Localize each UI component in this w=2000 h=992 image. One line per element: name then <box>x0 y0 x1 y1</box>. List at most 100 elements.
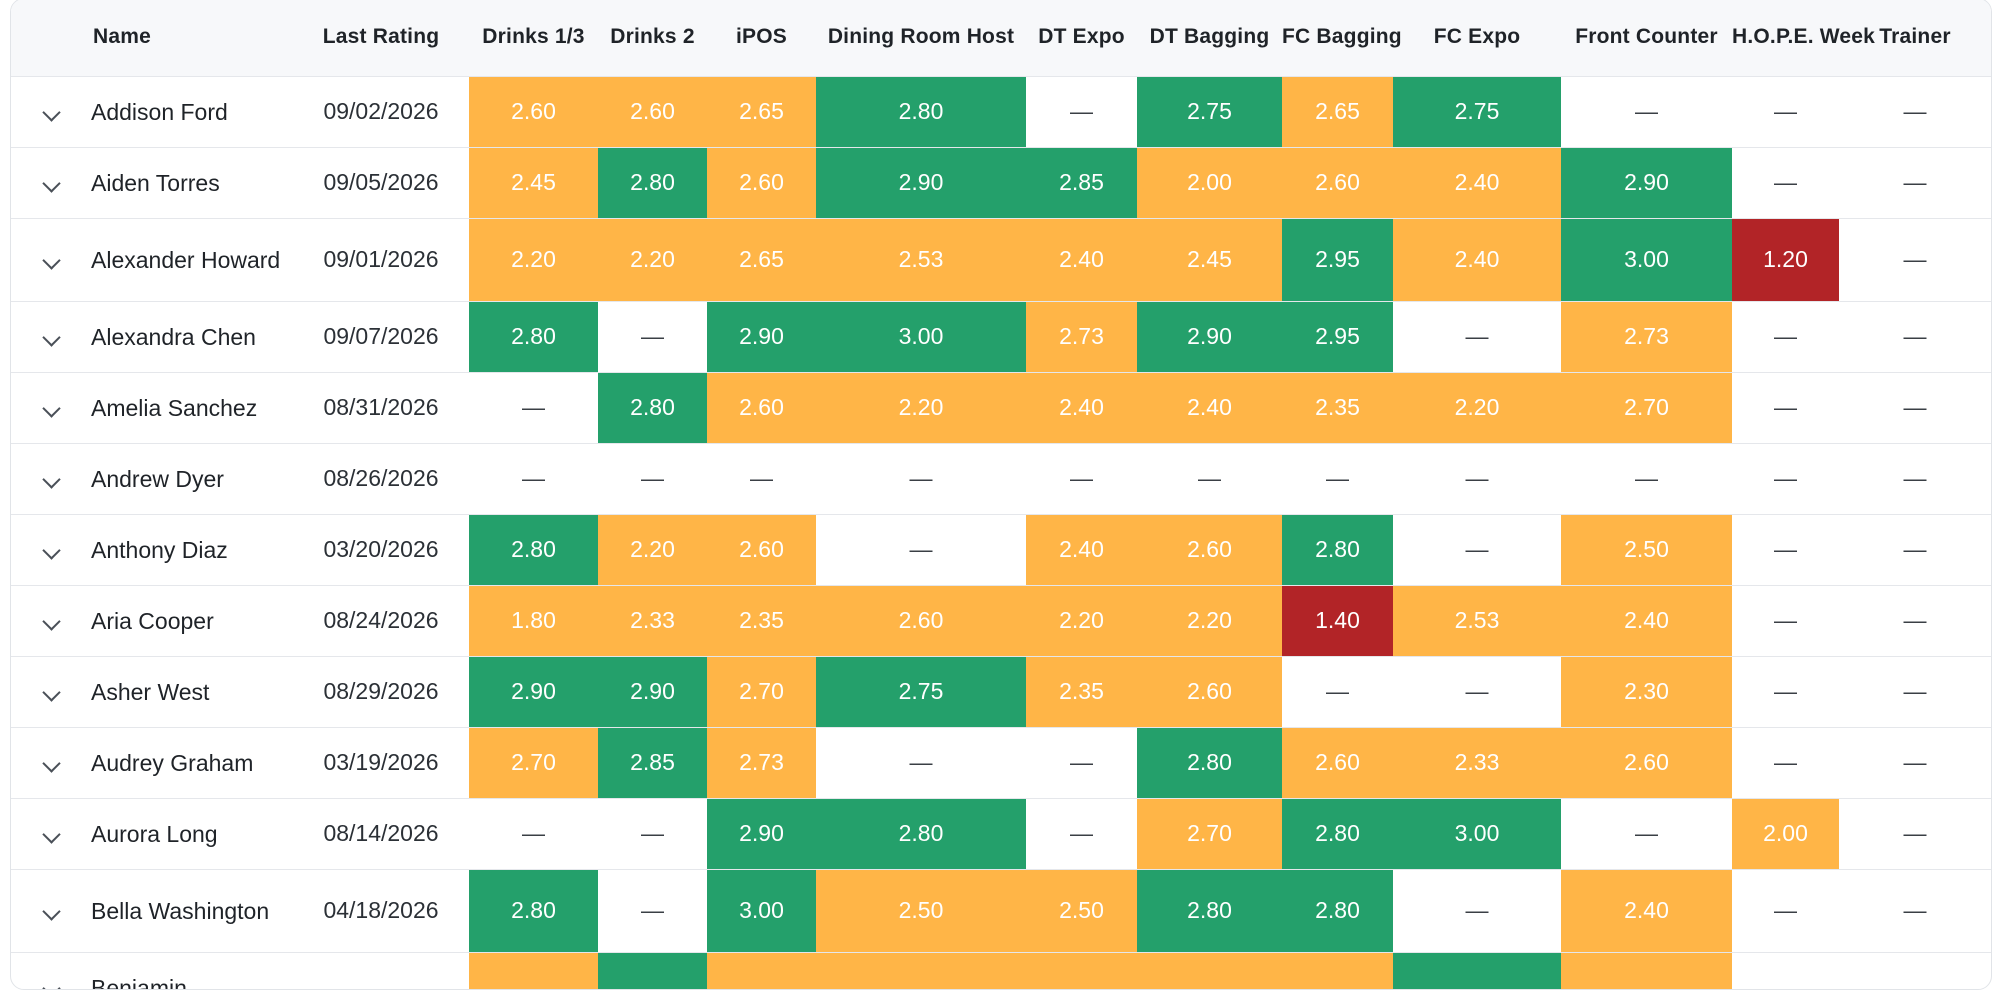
rating-cell[interactable]: — <box>522 465 545 491</box>
rating-cell[interactable]: 2.70 <box>1137 798 1282 869</box>
rating-cell[interactable]: 3.00 <box>1561 218 1732 301</box>
rating-cell[interactable]: — <box>1903 897 1927 923</box>
rating-cell[interactable]: 2.60 <box>1137 656 1282 727</box>
rating-cell[interactable]: 3.00 <box>816 301 1026 372</box>
rating-cell[interactable]: 2.35 <box>1282 372 1393 443</box>
rating-cell[interactable]: 2.85 <box>598 727 707 798</box>
rating-cell[interactable]: — <box>1465 323 1489 349</box>
rating-cell[interactable]: — <box>1774 749 1797 775</box>
expand-row-toggle[interactable] <box>11 727 91 798</box>
rating-cell[interactable] <box>1282 952 1393 989</box>
rating-cell[interactable]: 2.80 <box>1282 798 1393 869</box>
column-header[interactable]: Drinks 1/3 <box>482 25 585 49</box>
rating-cell[interactable]: — <box>1774 323 1797 349</box>
rating-cell[interactable]: 2.95 <box>1282 218 1393 301</box>
rating-cell[interactable]: 2.40 <box>1393 218 1561 301</box>
expand-row-toggle[interactable] <box>11 798 91 869</box>
rating-cell[interactable]: — <box>1774 607 1797 633</box>
rating-cell[interactable]: 2.45 <box>1137 218 1282 301</box>
table-row[interactable]: Alexander Howard 09/01/2026 2.20 2.20 2.65 2.… <box>11 218 1991 301</box>
rating-cell[interactable]: 2.40 <box>1561 869 1732 952</box>
column-header[interactable]: FC Expo <box>1433 25 1521 49</box>
column-header[interactable]: Drinks 2 <box>610 25 695 49</box>
rating-cell[interactable]: — <box>1903 536 1927 562</box>
rating-cell[interactable]: 2.73 <box>707 727 816 798</box>
rating-cell[interactable]: — <box>1903 820 1927 846</box>
rating-cell[interactable]: — <box>1774 897 1797 923</box>
table-row[interactable]: Anthony Diaz 03/20/2026 2.80 2.20 2.60—2.40 2… <box>11 514 1991 585</box>
column-header[interactable]: Dining Room Host <box>827 25 1015 49</box>
table-row[interactable]: Benjamin <box>11 952 1991 989</box>
table-row[interactable]: Aria Cooper 08/24/2026 1.80 2.33 2.35 2.60 2.2… <box>11 585 1991 656</box>
expand-row-toggle[interactable] <box>11 443 91 514</box>
rating-cell[interactable]: — <box>1326 678 1349 704</box>
rating-cell[interactable]: — <box>1903 678 1927 704</box>
rating-cell[interactable]: 2.80 <box>1282 514 1393 585</box>
rating-cell[interactable]: 2.35 <box>1026 656 1137 727</box>
rating-cell[interactable]: 2.90 <box>469 656 598 727</box>
rating-cell[interactable]: 2.00 <box>1732 798 1839 869</box>
rating-cell[interactable]: 2.65 <box>707 218 816 301</box>
rating-cell[interactable] <box>469 952 598 989</box>
rating-cell[interactable]: — <box>909 749 933 775</box>
rating-cell[interactable]: 2.60 <box>707 147 816 218</box>
rating-cell[interactable]: 2.40 <box>1026 372 1137 443</box>
rating-cell[interactable]: 2.80 <box>1137 869 1282 952</box>
column-header[interactable]: Last Rating <box>322 25 440 49</box>
rating-cell[interactable]: — <box>1774 394 1797 420</box>
rating-cell[interactable]: 2.90 <box>598 656 707 727</box>
rating-cell[interactable]: — <box>1070 820 1093 846</box>
rating-cell[interactable]: — <box>641 465 664 491</box>
expand-row-toggle[interactable] <box>11 514 91 585</box>
rating-cell[interactable]: — <box>1070 98 1093 124</box>
rating-cell[interactable]: — <box>1903 98 1927 124</box>
rating-cell[interactable]: 2.20 <box>598 218 707 301</box>
rating-cell[interactable]: 2.50 <box>1561 514 1732 585</box>
expand-row-toggle[interactable] <box>11 372 91 443</box>
rating-cell[interactable]: 2.80 <box>816 798 1026 869</box>
rating-cell[interactable]: 2.35 <box>707 585 816 656</box>
rating-cell[interactable]: 2.85 <box>1026 147 1137 218</box>
rating-cell[interactable]: — <box>1774 169 1797 195</box>
rating-cell[interactable]: — <box>1326 465 1349 491</box>
rating-cell[interactable]: 2.80 <box>1282 869 1393 952</box>
rating-cell[interactable]: 2.80 <box>1137 727 1282 798</box>
rating-cell[interactable] <box>1561 952 1732 989</box>
rating-cell[interactable]: 2.75 <box>816 656 1026 727</box>
rating-cell[interactable]: 2.60 <box>1137 514 1282 585</box>
rating-cell[interactable]: 2.50 <box>816 869 1026 952</box>
rating-cell[interactable]: 2.73 <box>1561 301 1732 372</box>
rating-cell[interactable]: 2.20 <box>598 514 707 585</box>
rating-cell[interactable]: 2.60 <box>598 76 707 147</box>
rating-cell[interactable] <box>1137 952 1282 989</box>
rating-cell[interactable]: — <box>1465 897 1489 923</box>
rating-cell[interactable]: — <box>1465 678 1489 704</box>
rating-cell[interactable] <box>1026 952 1137 989</box>
rating-cell[interactable]: 2.30 <box>1561 656 1732 727</box>
rating-cell[interactable]: 2.33 <box>598 585 707 656</box>
rating-cell[interactable]: 2.80 <box>469 514 598 585</box>
rating-cell[interactable]: — <box>641 323 664 349</box>
rating-cell[interactable]: 2.60 <box>707 514 816 585</box>
rating-cell[interactable]: 2.60 <box>707 372 816 443</box>
rating-cell[interactable]: — <box>750 465 773 491</box>
rating-cell[interactable]: — <box>641 820 664 846</box>
rating-cell[interactable]: 2.60 <box>1282 147 1393 218</box>
rating-cell[interactable]: 2.70 <box>707 656 816 727</box>
table-row[interactable]: Andrew Dyer 08/26/2026 — — — — — — — — — — — <box>11 443 1991 514</box>
rating-cell[interactable]: 2.80 <box>816 76 1026 147</box>
table-row[interactable]: Aurora Long 08/14/2026— —2.90 2.80—2.70 2.80… <box>11 798 1991 869</box>
rating-cell[interactable]: — <box>1070 465 1093 491</box>
rating-cell[interactable]: — <box>1465 465 1489 491</box>
rating-cell[interactable] <box>1393 952 1561 989</box>
rating-cell[interactable]: — <box>522 394 545 420</box>
rating-cell[interactable]: 2.53 <box>1393 585 1561 656</box>
rating-cell[interactable]: 2.70 <box>469 727 598 798</box>
rating-cell[interactable]: 2.45 <box>469 147 598 218</box>
table-row[interactable]: Amelia Sanchez 08/31/2026—2.80 2.60 2.20 2.4… <box>11 372 1991 443</box>
column-header[interactable]: FC Bagging <box>1282 25 1402 49</box>
column-header[interactable]: Name <box>93 25 151 49</box>
rating-cell[interactable]: 2.20 <box>1393 372 1561 443</box>
rating-cell[interactable]: 2.75 <box>1137 76 1282 147</box>
rating-cell[interactable]: — <box>1903 465 1927 491</box>
